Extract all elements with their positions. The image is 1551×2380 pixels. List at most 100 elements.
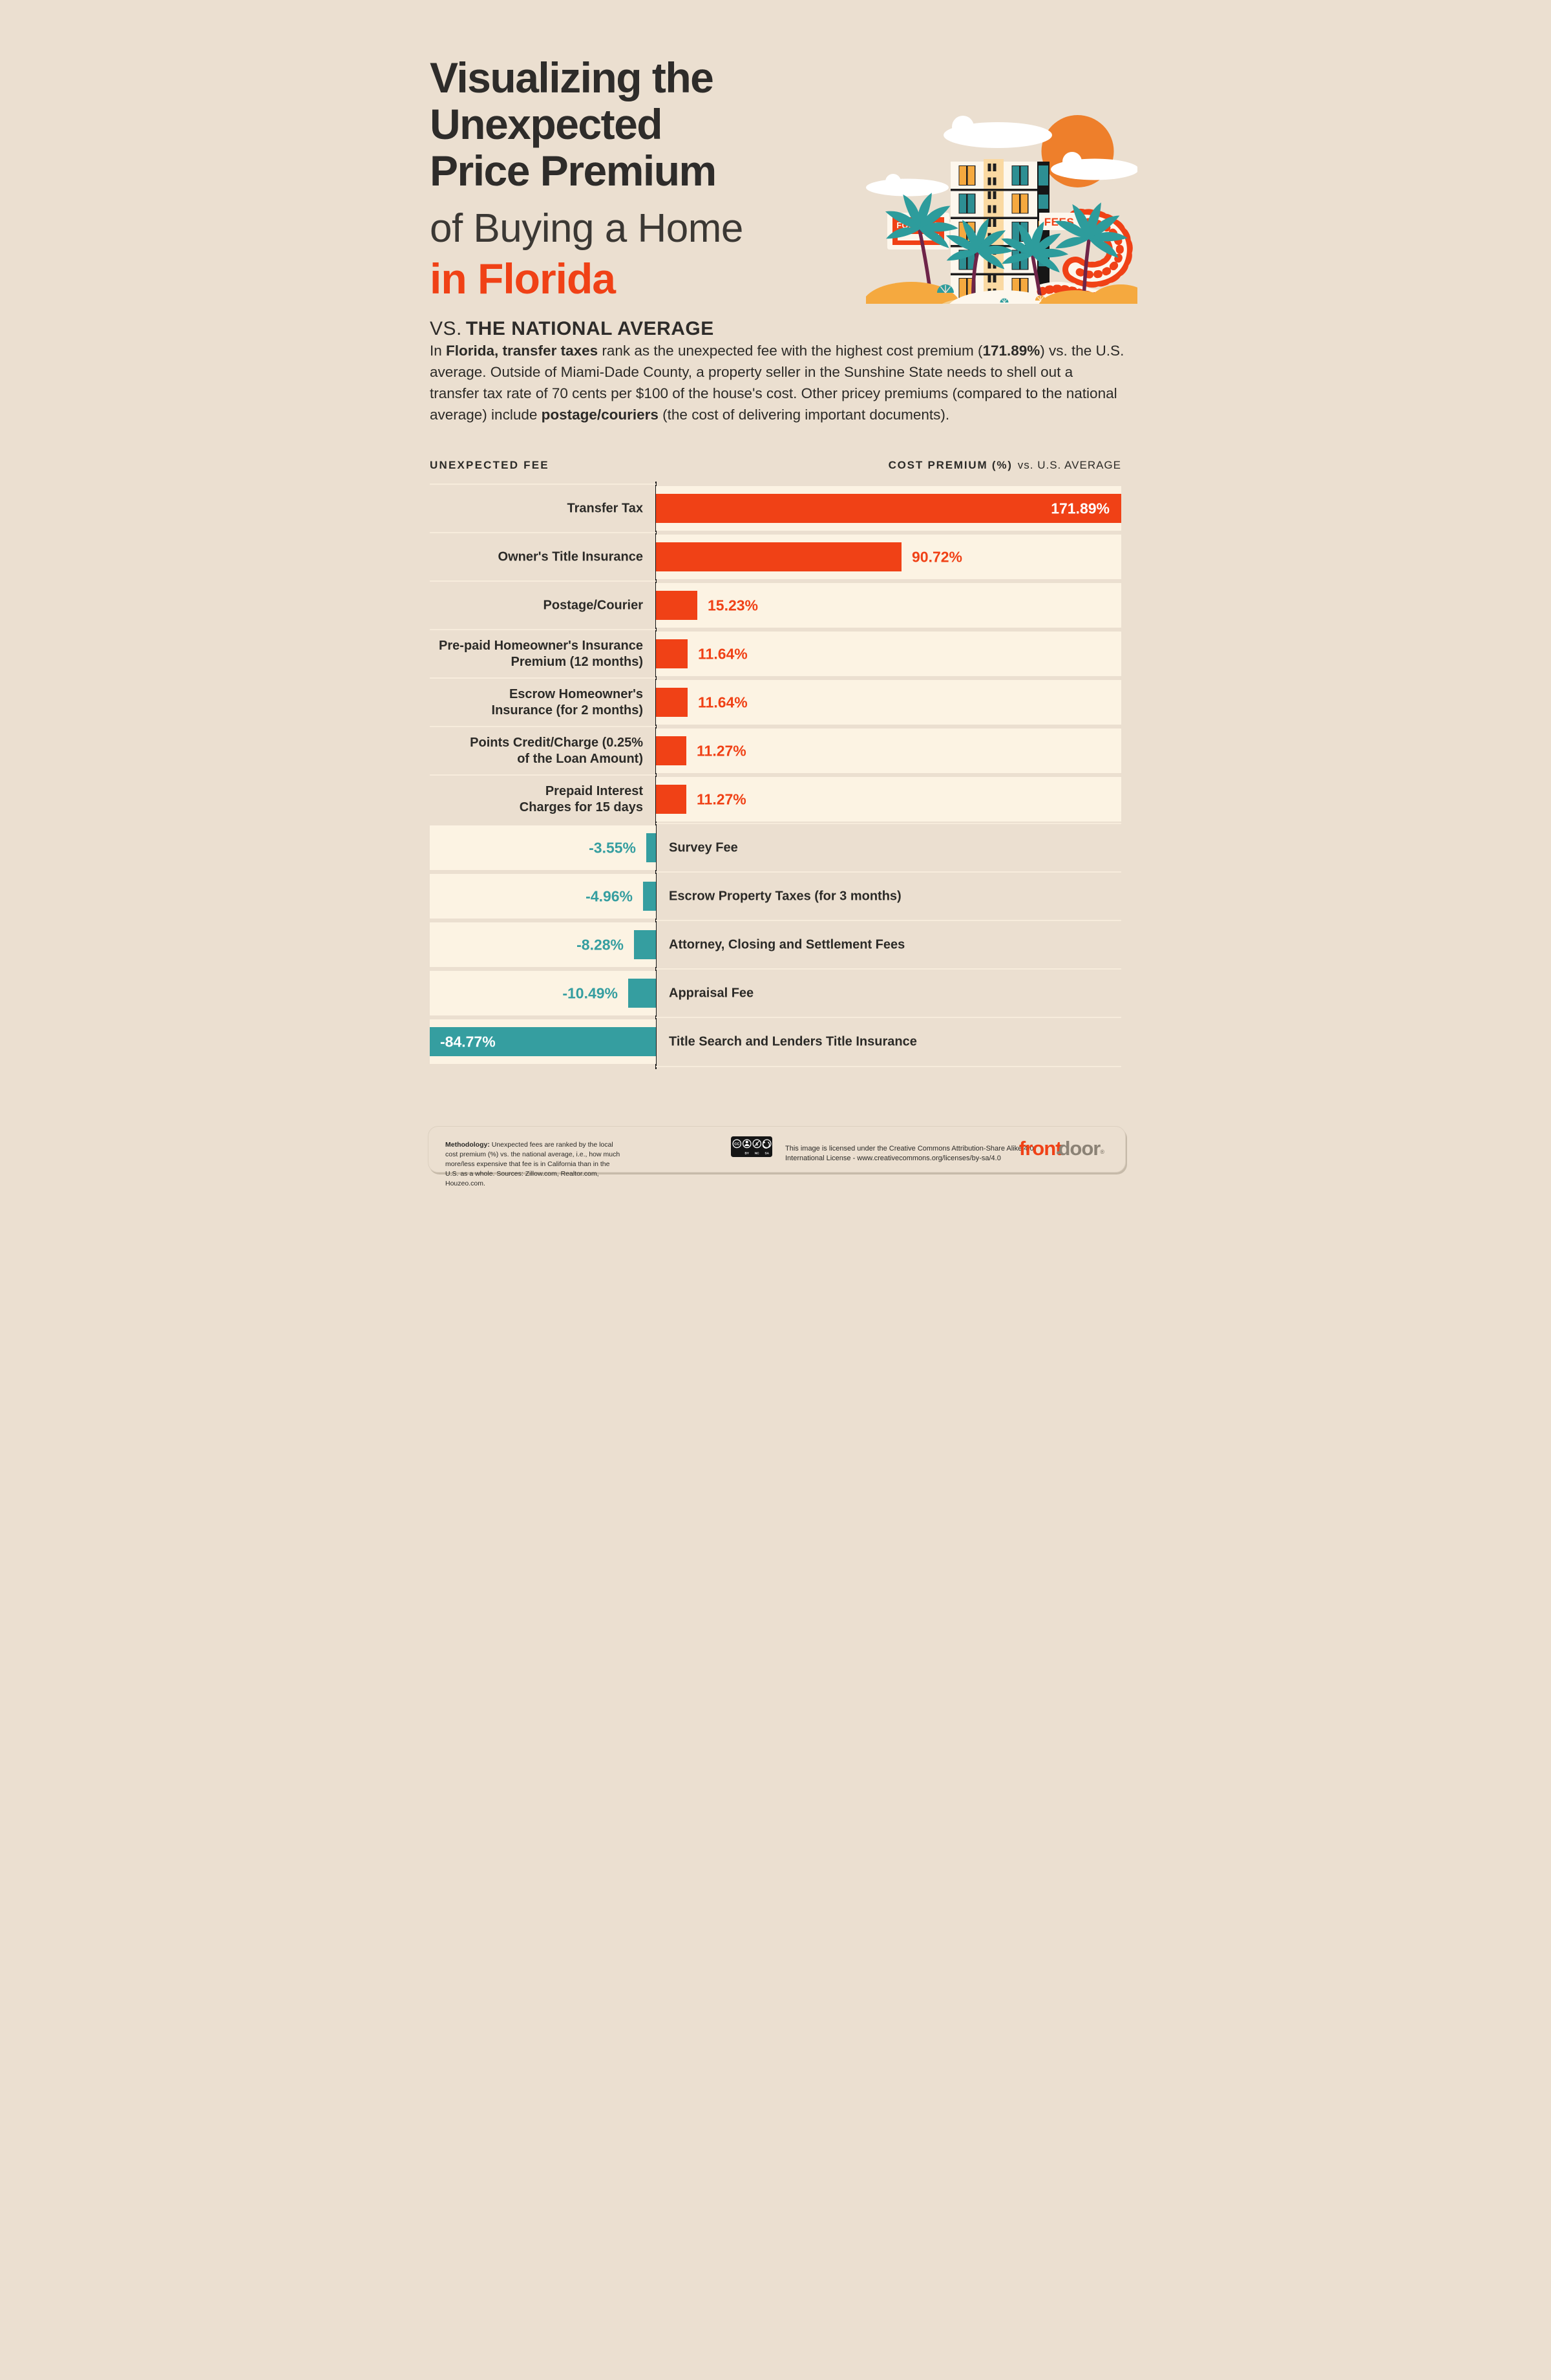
cc-badge-by: BY [745, 1151, 750, 1154]
row-band [430, 971, 656, 1015]
row-band [656, 680, 1121, 725]
chart-row: Pre-paid Homeowner's Insurance Premium (… [430, 629, 1121, 676]
intro-segment: Florida, transfer taxes [446, 342, 598, 359]
row-band [656, 728, 1121, 773]
chart-row: Escrow Homeowner's Insurance (for 2 mont… [430, 677, 1121, 725]
fee-label: Attorney, Closing and Settlement Fees [669, 937, 905, 951]
row-bar [634, 930, 656, 959]
chart-rows: Transfer Tax 171.89% Owner's Title Insuran… [430, 482, 1121, 1069]
chart-row: Attorney, Closing and Settlement Fees -8.… [430, 920, 1121, 967]
premium-value: -3.55% [589, 839, 636, 856]
row-band [656, 583, 1121, 628]
intro-segment: ) vs. the U.S. average. Outside of Miami… [430, 342, 1124, 423]
row-bar [656, 542, 902, 571]
registered-mark: ® [1100, 1149, 1104, 1155]
svg-text:CC: CC [734, 1143, 739, 1147]
chart-headers: UNEXPECTED FEE COST PREMIUM (%) vs. U.S. … [430, 456, 1121, 472]
methodology-label: Methodology: [445, 1140, 490, 1149]
premium-bar-chart: UNEXPECTED FEE COST PREMIUM (%) vs. U.S. … [430, 456, 1121, 1069]
title-line-1: Visualizing the Unexpected [430, 54, 714, 148]
chart-row: Title Search and Lenders Title Insurance… [430, 1017, 1121, 1064]
cloud-icons [866, 116, 1137, 197]
sand-mounds [866, 282, 1137, 304]
frontdoor-logo: frontdoor® [1019, 1138, 1104, 1162]
license-text: This image is licensed under the Creativ… [785, 1144, 1044, 1163]
title-line-3: of Buying a Home [430, 206, 743, 251]
cc-badge-nc: NC [755, 1151, 759, 1154]
column-header-premium-light: vs. U.S. AVERAGE [1017, 459, 1121, 471]
premium-value: 11.27% [697, 791, 746, 807]
row-band [656, 632, 1121, 676]
cc-badge-sa: SA [765, 1151, 770, 1154]
row-band [430, 825, 656, 870]
column-header-premium-bold: COST PREMIUM (%) [888, 459, 1013, 471]
license-line-2: International License - www.creativecomm… [785, 1154, 1001, 1162]
premium-value: -84.77% [440, 1033, 496, 1050]
row-band [656, 777, 1121, 822]
cc-nc-dollar-icon: $ [754, 1140, 760, 1147]
florida-building-illustration: FOR SALE FEES [866, 115, 1137, 304]
creative-commons-badge-icon: CC $ BY NC SA [731, 1136, 772, 1157]
chart-row: Points Credit/Charge (0.25% of the Loan … [430, 726, 1121, 773]
title-in-prefix: in [430, 255, 478, 303]
logo-front: front [1018, 1137, 1062, 1160]
title-line-2: Price Premium [430, 147, 717, 195]
doorknob-dot [1057, 1151, 1060, 1154]
row-bar [656, 688, 688, 717]
fee-label: Survey Fee [669, 840, 738, 855]
intro-segment: rank as the unexpected fee with the high… [598, 342, 983, 359]
cc-by-person-icon [744, 1140, 750, 1146]
row-bar [656, 785, 686, 814]
building [951, 159, 1050, 301]
fee-label: Prepaid Interest Charges for 15 days [519, 783, 643, 814]
chart-row: Survey Fee -3.55% [430, 823, 1121, 870]
column-header-premium: COST PREMIUM (%) vs. U.S. AVERAGE [889, 459, 1121, 472]
chart-row: Prepaid Interest Charges for 15 days 11.2… [430, 774, 1121, 822]
fee-label: Postage/Courier [543, 598, 643, 612]
premium-value: 90.72% [912, 548, 963, 565]
premium-value: 15.23% [708, 597, 759, 613]
cc-sa-arrow-icon [762, 1140, 770, 1149]
infographic-page: Visualizing the Unexpected Price Premium… [388, 0, 1163, 1190]
subtitle: VS. THE NATIONAL AVERAGE [430, 318, 882, 340]
zero-axis-line [655, 482, 657, 1069]
fee-label: Transfer Tax [567, 501, 643, 515]
column-header-fee: UNEXPECTED FEE [430, 459, 549, 471]
row-bar [643, 882, 656, 911]
svg-text:$: $ [755, 1142, 758, 1147]
subtitle-vs: VS. [430, 318, 462, 339]
title-state-highlight: Florida [478, 255, 616, 303]
row-bar [656, 494, 1121, 523]
intro-segment: 171.89% [982, 342, 1040, 359]
row-bar [430, 1027, 656, 1056]
fee-label: Points Credit/Charge (0.25% of the Loan … [470, 735, 643, 766]
chart-row: Escrow Property Taxes (for 3 months) -4.9… [430, 871, 1121, 919]
premium-value: 11.64% [698, 694, 748, 710]
methodology-note: Methodology: Unexpected fees are ranked … [445, 1140, 623, 1189]
premium-value: 11.64% [698, 645, 748, 662]
title-line-4: in Florida [430, 257, 882, 300]
row-bar [656, 591, 697, 620]
premium-value: -10.49% [562, 984, 618, 1001]
premium-value: -8.28% [576, 936, 624, 953]
chart-row: Owner's Title Insurance 90.72% [430, 532, 1121, 579]
fee-label: Owner's Title Insurance [498, 549, 643, 564]
intro-paragraph: In Florida, transfer taxes rank as the u… [430, 340, 1124, 425]
row-band [430, 922, 656, 967]
intro-segment: In [430, 342, 447, 359]
row-bar [656, 639, 688, 668]
license-line-1: This image is licensed under the Creativ… [785, 1145, 1034, 1153]
chart-row: Postage/Courier 15.23% [430, 580, 1121, 628]
footer-card: Methodology: Unexpected fees are ranked … [428, 1126, 1126, 1187]
methodology-text: Unexpected fees are ranked by the local … [445, 1140, 620, 1187]
chart-row: Transfer Tax 171.89% [430, 483, 1121, 531]
chart-row: Appraisal Fee -10.49% [430, 968, 1121, 1015]
logo-door: door [1058, 1137, 1101, 1160]
fee-label: Pre-paid Homeowner's Insurance Premium (… [439, 638, 643, 669]
fee-label: Title Search and Lenders Title Insurance [669, 1034, 917, 1048]
premium-value: 11.27% [697, 742, 746, 759]
premium-value: -4.96% [586, 887, 633, 904]
shell-icons [937, 284, 1046, 303]
row-bar [628, 979, 656, 1008]
fee-label: Escrow Property Taxes (for 3 months) [669, 889, 902, 903]
